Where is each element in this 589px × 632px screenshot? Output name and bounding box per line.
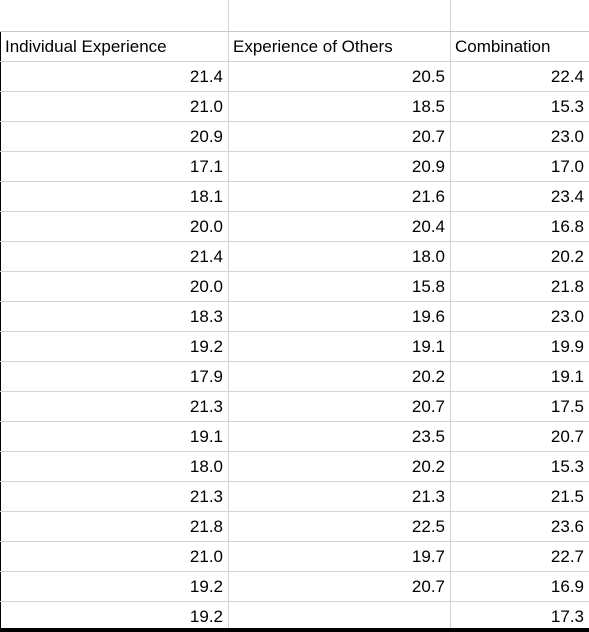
table-cell[interactable]: 19.1 — [228, 331, 451, 362]
table-cell[interactable]: 21.4 — [0, 241, 229, 272]
table-cell[interactable]: 19.2 — [0, 331, 229, 362]
table-cell[interactable]: 20.0 — [0, 211, 229, 242]
bottom-border — [0, 628, 589, 632]
table-cell[interactable]: 16.8 — [450, 211, 589, 242]
cell[interactable] — [450, 0, 589, 32]
table-cell[interactable]: 23.4 — [450, 181, 589, 212]
table-row: 21.3 21.3 21.5 — [0, 481, 589, 512]
table-cell[interactable]: 20.2 — [228, 451, 451, 482]
table-row: 20.9 20.7 23.0 — [0, 121, 589, 152]
table-cell[interactable]: 19.1 — [0, 421, 229, 452]
table-row: 20.0 20.4 16.8 — [0, 211, 589, 242]
table-row: 19.1 23.5 20.7 — [0, 421, 589, 452]
table-cell[interactable]: 21.0 — [0, 541, 229, 572]
table-cell[interactable]: 21.3 — [0, 481, 229, 512]
cell[interactable] — [0, 0, 229, 32]
table-cell[interactable]: 21.6 — [228, 181, 451, 212]
table-cell[interactable]: 15.8 — [228, 271, 451, 302]
table-cell[interactable] — [228, 601, 451, 632]
table-cell[interactable]: 19.6 — [228, 301, 451, 332]
table-cell[interactable]: 20.4 — [228, 211, 451, 242]
table-cell[interactable]: 17.1 — [0, 151, 229, 182]
table-cell[interactable]: 20.5 — [228, 61, 451, 92]
table-cell[interactable]: 20.9 — [228, 151, 451, 182]
table-row: 18.0 20.2 15.3 — [0, 451, 589, 482]
table-cell[interactable]: 22.4 — [450, 61, 589, 92]
table-cell[interactable]: 21.8 — [450, 271, 589, 302]
table-cell[interactable]: 19.2 — [0, 571, 229, 602]
table-cell[interactable]: 15.3 — [450, 451, 589, 482]
table-cell[interactable]: 18.0 — [228, 241, 451, 272]
table-row: 21.4 18.0 20.2 — [0, 241, 589, 272]
table-row: 18.3 19.6 23.0 — [0, 301, 589, 332]
table-row: 19.2 19.1 19.9 — [0, 331, 589, 362]
table-cell[interactable]: 20.7 — [228, 391, 451, 422]
table-cell[interactable]: 17.5 — [450, 391, 589, 422]
table-cell[interactable]: 17.3 — [450, 601, 589, 632]
table-cell[interactable]: 19.7 — [228, 541, 451, 572]
table-cell[interactable]: 17.9 — [0, 361, 229, 392]
table-cell[interactable]: 21.3 — [228, 481, 451, 512]
table-row: 21.0 18.5 15.3 — [0, 91, 589, 122]
table-cell[interactable]: 18.5 — [228, 91, 451, 122]
table-row: 21.4 20.5 22.4 — [0, 61, 589, 92]
table-cell[interactable]: 17.0 — [450, 151, 589, 182]
table-row: 20.0 15.8 21.8 — [0, 271, 589, 302]
table-row: 21.0 19.7 22.7 — [0, 541, 589, 572]
table-cell[interactable]: 21.3 — [0, 391, 229, 422]
table-cell[interactable]: 21.4 — [0, 61, 229, 92]
table-row: 19.2 20.7 16.9 — [0, 571, 589, 602]
column-header-experience-of-others[interactable]: Experience of Others — [228, 31, 451, 62]
table-cell[interactable]: 20.2 — [450, 241, 589, 272]
table-cell[interactable]: 22.5 — [228, 511, 451, 542]
table-cell[interactable]: 16.9 — [450, 571, 589, 602]
table-cell[interactable]: 20.0 — [0, 271, 229, 302]
table-cell[interactable]: 19.2 — [0, 601, 229, 632]
table-cell[interactable]: 21.8 — [0, 511, 229, 542]
table-cell[interactable]: 18.0 — [0, 451, 229, 482]
table-row: 21.3 20.7 17.5 — [0, 391, 589, 422]
table-cell[interactable]: 20.7 — [228, 571, 451, 602]
table-cell[interactable]: 18.3 — [0, 301, 229, 332]
table-cell[interactable]: 23.6 — [450, 511, 589, 542]
table-cell[interactable]: 15.3 — [450, 91, 589, 122]
table-row: 19.2 17.3 — [0, 601, 589, 632]
column-header-individual-experience[interactable]: Individual Experience — [0, 30, 229, 62]
table-cell[interactable]: 23.0 — [450, 301, 589, 332]
empty-row — [0, 0, 589, 32]
table-row: 21.8 22.5 23.6 — [0, 511, 589, 542]
table-row: 17.9 20.2 19.1 — [0, 361, 589, 392]
table-cell[interactable]: 20.7 — [450, 421, 589, 452]
header-row: Individual Experience Experience of Othe… — [0, 30, 589, 62]
table-cell[interactable]: 20.9 — [0, 121, 229, 152]
table-cell[interactable]: 22.7 — [450, 541, 589, 572]
table-cell[interactable]: 19.9 — [450, 331, 589, 362]
table-cell[interactable]: 20.2 — [228, 361, 451, 392]
table-cell[interactable]: 18.1 — [0, 181, 229, 212]
cell[interactable] — [228, 0, 451, 32]
table-cell[interactable]: 23.0 — [450, 121, 589, 152]
column-header-combination[interactable]: Combination — [450, 31, 589, 62]
table-cell[interactable]: 23.5 — [228, 421, 451, 452]
table-cell[interactable]: 21.5 — [450, 481, 589, 512]
table-cell[interactable]: 19.1 — [450, 361, 589, 392]
table-row: 17.1 20.9 17.0 — [0, 151, 589, 182]
table-cell[interactable]: 21.0 — [0, 91, 229, 122]
table-cell[interactable]: 20.7 — [228, 121, 451, 152]
table-row: 18.1 21.6 23.4 — [0, 181, 589, 212]
